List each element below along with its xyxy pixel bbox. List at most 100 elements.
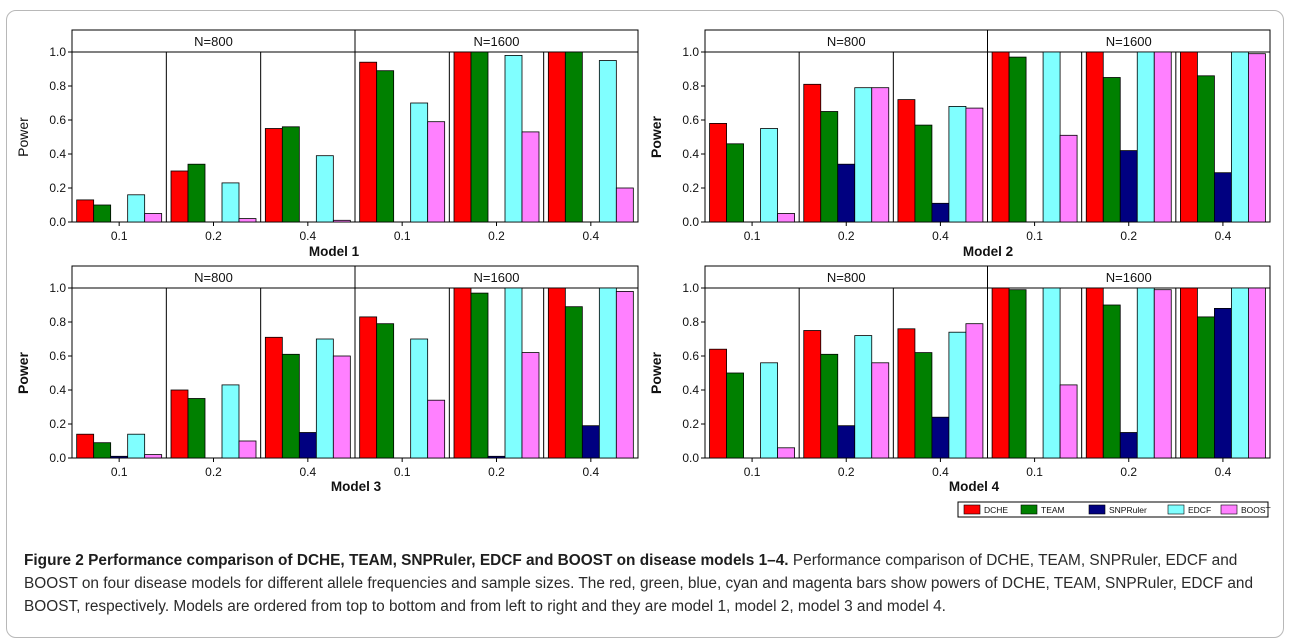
bar-snpruler (487, 455, 506, 459)
x-tick-label: 0.4 (299, 465, 316, 479)
legend-label: DCHE (984, 505, 1008, 515)
bar-boost (777, 213, 795, 223)
bar-team (93, 442, 112, 459)
y-tick-label: 0.2 (49, 417, 66, 431)
bar-team (1102, 304, 1121, 459)
y-tick-label: 0.8 (49, 79, 66, 93)
legend-swatch (963, 504, 981, 515)
bar-dche (803, 330, 822, 459)
bar-snpruler (931, 416, 950, 459)
y-tick-label: 1.0 (682, 281, 699, 295)
y-axis-label: Power (15, 351, 31, 394)
y-tick-label: 0.2 (682, 417, 699, 431)
bar-boost (1248, 53, 1266, 223)
bar-dche (991, 51, 1010, 223)
bar-edcf (504, 287, 523, 459)
panel-title: Model 1 (309, 244, 360, 259)
x-tick-label: 0.4 (932, 229, 949, 243)
x-tick-label: 0.2 (488, 465, 505, 479)
legend-swatch (1220, 504, 1238, 515)
bar-boost (1153, 51, 1172, 223)
x-tick-label: 0.4 (1215, 465, 1232, 479)
bar-boost (427, 399, 446, 459)
bar-edcf (1042, 51, 1061, 223)
bar-dche (897, 328, 916, 459)
y-tick-label: 1.0 (49, 281, 66, 295)
bar-team (726, 372, 744, 459)
group-label: N=1600 (474, 34, 520, 49)
panel-title: Model 4 (949, 479, 1000, 494)
bar-snpruler (110, 455, 129, 459)
x-tick-label: 0.4 (1215, 229, 1232, 243)
bar-edcf (315, 338, 334, 459)
bar-team (93, 204, 112, 223)
legend-swatch (1088, 504, 1106, 515)
bar-snpruler (1119, 150, 1138, 223)
bar-boost (1153, 289, 1172, 459)
y-tick-label: 1.0 (682, 45, 699, 59)
bar-edcf (410, 338, 429, 459)
caption-title: Figure 2 Performance comparison of DCHE,… (24, 552, 789, 569)
y-tick-label: 0.6 (682, 113, 699, 127)
y-tick-label: 0.0 (49, 451, 66, 465)
group-label: N=1600 (474, 270, 520, 285)
legend-label: BOOST (1241, 505, 1271, 515)
y-axis-label: Power (15, 117, 31, 157)
bar-boost (1059, 384, 1078, 459)
legend-label: TEAM (1041, 505, 1065, 515)
x-tick-label: 0.1 (1026, 229, 1043, 243)
y-tick-label: 0.6 (49, 113, 66, 127)
bar-boost (1248, 287, 1266, 459)
panel-title: Model 3 (331, 479, 382, 494)
bar-team (564, 306, 583, 459)
chart-panel-1: N=800 N=1600 0.0 0.2 0.4 0.6 0.8 1.0 Power 0.1 0.2… (15, 29, 639, 259)
group-label: N=1600 (1106, 270, 1152, 285)
x-tick-label: 0.4 (582, 229, 599, 243)
bar-edcf (221, 182, 240, 223)
bar-team (281, 126, 300, 223)
x-tick-label: 0.2 (1120, 229, 1137, 243)
bar-dche (547, 51, 566, 223)
x-tick-label: 0.4 (582, 465, 599, 479)
bar-dche (1180, 51, 1198, 223)
y-tick-label: 0.0 (682, 451, 699, 465)
y-tick-label: 0.2 (682, 181, 699, 195)
y-tick-label: 0.8 (682, 79, 699, 93)
bar-dche (803, 83, 822, 223)
bar-dche (453, 287, 472, 459)
figure-caption: Figure 2 Performance comparison of DCHE,… (24, 549, 1274, 618)
bar-boost (521, 131, 540, 223)
bar-team (1197, 75, 1215, 223)
x-tick-label: 0.2 (488, 229, 505, 243)
bar-team (914, 352, 933, 459)
group-label: N=800 (194, 270, 233, 285)
y-tick-label: 1.0 (49, 45, 66, 59)
bar-edcf (127, 194, 146, 223)
bar-edcf (1042, 287, 1061, 459)
y-tick-label: 0.6 (682, 349, 699, 363)
bar-team (914, 124, 933, 223)
bar-dche (359, 316, 378, 459)
legend-swatch (1167, 504, 1185, 515)
bar-snpruler (581, 425, 600, 459)
x-tick-label: 0.1 (111, 229, 128, 243)
bar-boost (332, 219, 351, 223)
bar-snpruler (1214, 307, 1232, 459)
bar-dche (1085, 287, 1104, 459)
panel-title: Model 2 (963, 244, 1013, 259)
x-tick-label: 0.2 (205, 465, 222, 479)
bar-boost (1059, 134, 1078, 223)
bar-boost (871, 362, 890, 459)
bar-dche (359, 61, 378, 223)
y-tick-label: 0.4 (49, 383, 66, 397)
group-label: N=800 (827, 270, 866, 285)
bar-team (281, 353, 300, 459)
bar-team (187, 398, 206, 459)
x-tick-label: 0.1 (1026, 465, 1043, 479)
group-label: N=800 (194, 34, 233, 49)
y-tick-label: 0.4 (682, 147, 699, 161)
bar-dche (991, 287, 1010, 459)
x-tick-label: 0.4 (932, 465, 949, 479)
y-tick-label: 0.0 (49, 215, 66, 229)
bar-dche (1085, 51, 1104, 223)
